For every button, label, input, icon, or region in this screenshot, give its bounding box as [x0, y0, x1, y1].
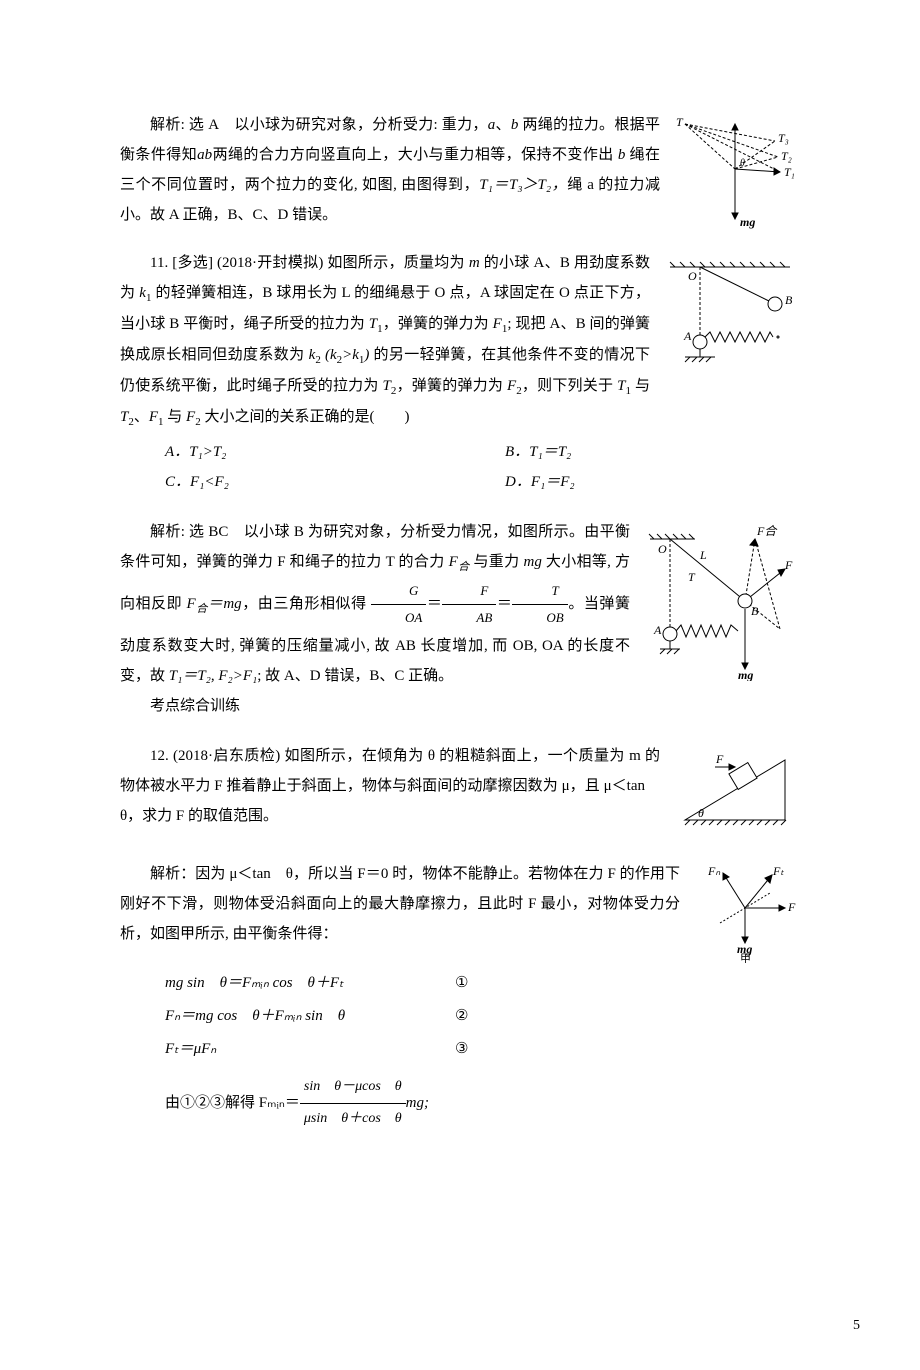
page-number: 5: [853, 1312, 860, 1340]
q11-optB: B．T₁＝T₂: [460, 437, 800, 467]
frac-F-AB: FAB: [442, 578, 496, 631]
q11-s7: ，则下列关于: [522, 378, 617, 394]
a11-p4: ，由三角形相似得: [242, 596, 367, 612]
q11-s6: ，弹簧的弹力为: [396, 378, 507, 394]
analysis12-figure: Fₙ Fₜ F mg 甲: [690, 863, 800, 963]
label-L: L: [699, 548, 707, 562]
eq2: Fₙ＝mg cos θ＋Fₘᵢₙ sin θ: [165, 1000, 395, 1033]
caption-jia: 甲: [740, 953, 751, 963]
eq3-label: ③: [455, 1033, 468, 1066]
a11-rel: T₁＝T₂, F₂>F₁: [169, 668, 258, 684]
eq2-label: ②: [455, 1000, 468, 1033]
label-O2: O: [658, 542, 667, 556]
label-F2: F: [784, 558, 793, 572]
label-T1: T₁: [784, 165, 795, 179]
eq4-num: sin θ－μcos θ: [300, 1072, 406, 1104]
frac-T-OB: TOB: [512, 578, 567, 631]
label-FN: Fₙ: [707, 864, 720, 878]
q11-optC: C．F₁<F₂: [120, 467, 460, 497]
label-F4: F: [787, 900, 796, 914]
analysis10-rel: T₁＝T₃＞T₂，: [479, 177, 567, 193]
label-T3: T₃: [778, 131, 789, 145]
label-mg: mg: [740, 215, 755, 229]
q11-s8: 大小之间的关系正确的是( ): [204, 409, 409, 425]
label-Ff: Fₜ: [772, 864, 784, 878]
eq1-label: ①: [455, 967, 468, 1000]
eq4-frac: sin θ－μcos θ μsin θ＋cos θ: [300, 1072, 406, 1135]
label-A: A: [683, 329, 692, 343]
section-heading: 考点综合训练: [120, 691, 800, 721]
eq4-den: μsin θ＋cos θ: [300, 1104, 406, 1135]
q11-optD: D．F₁＝F₂: [460, 467, 800, 497]
q11-figure: O B A: [660, 252, 800, 372]
label-B2: B: [751, 604, 759, 618]
force-body-jia: Fₙ Fₜ F mg 甲: [690, 863, 800, 963]
label-theta: θ: [740, 158, 745, 169]
spring-rope-diagram: O B A: [660, 252, 800, 372]
label-F3: F: [715, 752, 724, 766]
analysis10-figure: T T₃ T₂ T₁ θ mg: [670, 114, 800, 244]
eq4-pre: 由①②③解得 Fₘᵢₙ＝: [165, 1087, 300, 1120]
label-T2: T₂: [781, 149, 792, 163]
label-theta2: θ: [698, 806, 704, 820]
label-A2: A: [653, 623, 662, 637]
a11-p2: 与重力: [473, 554, 523, 570]
q11-options: A．T₁>T₂ B．T₁＝T₂ C．F₁<F₂ D．F₁＝F₂: [120, 437, 800, 497]
analysis10-body2: 两绳的合力方向竖直向上，大小与重力相等，保持不变作出: [212, 147, 618, 163]
similar-triangle-diagram: O L T F F合 B A mg: [640, 521, 800, 681]
label-O: O: [688, 269, 697, 283]
force-triangle-diagram: T T₃ T₂ T₁ θ mg: [670, 114, 800, 244]
label-T2l: T: [688, 570, 696, 584]
frac-G-OA: GOA: [371, 578, 426, 631]
q11-optA: A．T₁>T₂: [120, 437, 460, 467]
q12-figure: F θ: [670, 745, 800, 835]
analysis10-prefix: 解析: 选 A 以小球为研究对象，分析受力: 重力，: [150, 117, 488, 133]
eq4-suf: mg;: [406, 1087, 429, 1120]
label-T: T: [676, 115, 684, 129]
label-B: B: [785, 293, 793, 307]
incline-diagram: F θ: [670, 745, 800, 835]
equation-block: mg sin θ＝Fₘᵢₙ cos θ＋Fₜ ① Fₙ＝mg cos θ＋Fₘᵢₙ…: [165, 967, 800, 1135]
label-mg2: mg: [738, 668, 753, 681]
q11-prefix: 11. [多选] (2018·开封模拟) 如图所示，质量均为: [150, 255, 469, 271]
q11-s3: ，弹簧的弹力为: [383, 316, 493, 332]
eq1: mg sin θ＝Fₘᵢₙ cos θ＋Fₜ: [165, 967, 395, 1000]
a11-p6: ; 故 A、D 错误，B、C 正确。: [257, 668, 453, 684]
analysis11-figure: O L T F F合 B A mg: [640, 521, 800, 681]
eq3: Fₜ＝μFₙ: [165, 1033, 395, 1066]
label-Fh: F合: [756, 524, 778, 538]
